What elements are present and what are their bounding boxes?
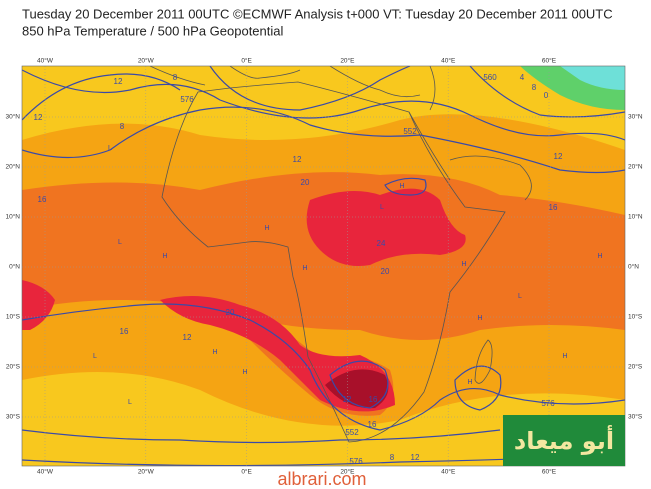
contour-label: 16 [38, 195, 47, 204]
lon-label: 60°E [542, 468, 557, 476]
contour-label: 20 [301, 178, 310, 187]
graticule [22, 66, 625, 466]
coastlines [149, 66, 532, 443]
contour-label: 16 [549, 203, 558, 212]
lat-label: 30°N [628, 113, 643, 121]
lon-label: 60°E [542, 57, 557, 65]
contour-label: 12 [343, 395, 352, 404]
labels: 40°W 40°W 20°W 20°W 0°E 0°E 20°E 20°E 40°E 40°E 60… [5, 57, 642, 476]
map-frame [21, 65, 626, 467]
lon-label: 40°E [441, 57, 456, 65]
pressure-label: H [242, 369, 247, 376]
pressure-label: H [597, 253, 602, 260]
lat-label: 0°N [628, 263, 639, 271]
contour-label: 16 [369, 395, 378, 404]
lon-label: 40°W [37, 57, 54, 65]
very-hot-area [22, 280, 55, 330]
lon-label: 40°W [37, 468, 54, 476]
lat-label: 20°S [628, 363, 643, 371]
contour-label: 8 [532, 83, 537, 92]
lat-label: 10°N [5, 213, 20, 221]
pressure-label: L [518, 293, 522, 300]
contour-label: 8 [390, 453, 395, 462]
lat-label: 0°N [9, 263, 20, 271]
lon-label: 20°E [340, 468, 355, 476]
contour-label: 4 [520, 73, 525, 82]
lat-label: 10°S [628, 313, 643, 321]
contour-label: 20 [226, 308, 235, 317]
contour-label: 576 [349, 457, 363, 466]
pressure-label: H [162, 253, 167, 260]
pressure-label: H [477, 315, 482, 322]
contour-label: 16 [368, 420, 377, 429]
contour-label: 560 [483, 73, 497, 82]
pressure-label: H [461, 261, 466, 268]
pressure-label: L [380, 204, 384, 211]
subtitle: 850 hPa Temperature / 500 hPa Geopotenti… [22, 23, 284, 38]
lat-label: 10°S [6, 313, 21, 321]
pressure-label: H [212, 349, 217, 356]
contour-label: 12 [114, 77, 123, 86]
lat-label: 30°N [5, 113, 20, 121]
contour-label: 552 [403, 127, 417, 136]
pressure-label: H [302, 265, 307, 272]
lon-label: 40°E [441, 468, 456, 476]
pressure-label: L [93, 353, 97, 360]
very-hot-area [306, 188, 466, 266]
title: Tuesday 20 December 2011 00UTC ©ECMWF An… [22, 6, 613, 21]
contour-label: 552 [345, 428, 359, 437]
contour-label: 8 [173, 73, 178, 82]
hottest-area [325, 369, 389, 409]
lon-label: 20°W [138, 57, 155, 65]
contour-label: 16 [120, 327, 129, 336]
contour-label: 12 [554, 152, 563, 161]
contour-label: 0 [544, 91, 549, 100]
lat-label: 20°N [628, 163, 643, 171]
contour-label: 576 [180, 95, 194, 104]
contour-label: 24 [377, 239, 386, 248]
contour-label: 12 [293, 155, 302, 164]
cold-area [560, 66, 625, 90]
lat-label: 20°S [6, 363, 21, 371]
contour-label: 576 [541, 399, 555, 408]
contour-label: 20 [381, 267, 390, 276]
lat-label: 10°N [628, 213, 643, 221]
contour-label: 12 [183, 333, 192, 342]
lat-label: 30°S [628, 413, 643, 421]
lon-label: 0°E [241, 57, 252, 65]
lat-label: 30°S [6, 413, 21, 421]
lon-label: 0°E [241, 468, 252, 476]
logo-box [503, 415, 625, 466]
logo: أبو ميعاد [514, 425, 614, 455]
pressure-label: L [128, 399, 132, 406]
pressure-label: H [399, 183, 404, 190]
pressure-label: L [118, 239, 122, 246]
lat-label: 20°N [5, 163, 20, 171]
pressure-label: H [467, 379, 472, 386]
pressure-label: H [264, 225, 269, 232]
pressure-label: L [108, 145, 112, 152]
lon-label: 20°W [138, 468, 155, 476]
contour-label: 8 [120, 122, 125, 131]
pressure-label: H [562, 353, 567, 360]
lon-label: 20°E [340, 57, 355, 65]
contour-label: 12 [411, 453, 420, 462]
contour-label: 12 [34, 113, 43, 122]
site: albrari.com [277, 469, 366, 489]
map [22, 66, 625, 466]
